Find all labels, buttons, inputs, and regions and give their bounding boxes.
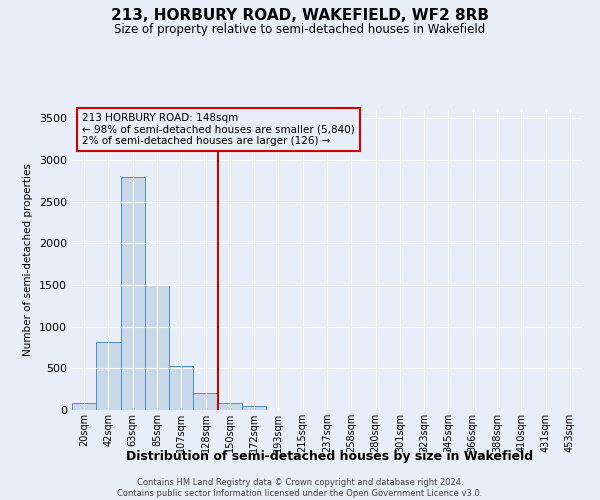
Text: 213 HORBURY ROAD: 148sqm
← 98% of semi-detached houses are smaller (5,840)
2% of: 213 HORBURY ROAD: 148sqm ← 98% of semi-d… (82, 113, 355, 146)
Bar (242, 406, 266, 410)
Text: Size of property relative to semi-detached houses in Wakefield: Size of property relative to semi-detach… (115, 22, 485, 36)
Bar (169, 366, 193, 410)
Bar (121, 176, 145, 410)
Bar (72, 404, 96, 410)
Text: Contains HM Land Registry data © Crown copyright and database right 2024.
Contai: Contains HM Land Registry data © Crown c… (118, 478, 482, 498)
Bar (193, 394, 218, 410)
Text: 213, HORBURY ROAD, WAKEFIELD, WF2 8RB: 213, HORBURY ROAD, WAKEFIELD, WF2 8RB (111, 8, 489, 22)
Bar (218, 404, 242, 410)
Y-axis label: Number of semi-detached properties: Number of semi-detached properties (23, 164, 34, 356)
Bar (96, 342, 121, 410)
Text: Distribution of semi-detached houses by size in Wakefield: Distribution of semi-detached houses by … (127, 450, 533, 463)
Bar (145, 285, 169, 410)
